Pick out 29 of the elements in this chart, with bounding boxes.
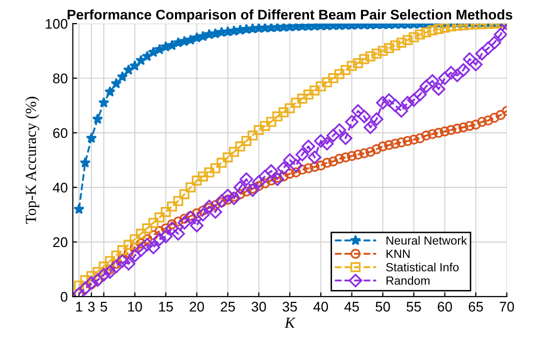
x-tick-label: 25: [220, 302, 235, 312]
x-tick-label: 10: [128, 302, 142, 312]
legend-label: Random: [386, 276, 430, 285]
x-tick-label: 50: [376, 302, 390, 312]
x-tick-label: 60: [438, 302, 452, 312]
y-tick-label: 60: [53, 128, 68, 138]
x-tick-label: 55: [406, 302, 421, 312]
y-tick-label: 0: [60, 292, 68, 302]
x-tick-label: 45: [344, 302, 359, 312]
x-tick-label: 35: [282, 302, 297, 312]
x-tick-label: 20: [190, 302, 204, 312]
legend-label: Statistical Info: [386, 262, 459, 272]
x-tick-label: 15: [159, 302, 173, 312]
x-tick-label: 1: [76, 302, 82, 312]
x-tick-label: 30: [252, 302, 266, 312]
x-tick-label: 65: [468, 302, 483, 312]
legend-label: KNN: [386, 250, 410, 258]
y-tick-label: 20: [53, 237, 68, 248]
x-tick-label: 5: [100, 302, 108, 312]
y-tick-label: 80: [53, 74, 68, 84]
x-tick-label: 3: [88, 302, 95, 312]
x-axis-title: K: [284, 318, 296, 328]
y-axis-title: Top-K Accuracy (%): [25, 96, 40, 224]
x-tick-label: 40: [313, 302, 328, 312]
x-tick-label: 70: [500, 302, 514, 312]
y-tick-label: 100: [46, 18, 68, 29]
y-tick-label: 40: [52, 182, 68, 193]
legend-label: Neural Network: [386, 236, 467, 245]
chart-title: Performance Comparison of Different Beam Pair Selection Methods: [68, 9, 512, 22]
